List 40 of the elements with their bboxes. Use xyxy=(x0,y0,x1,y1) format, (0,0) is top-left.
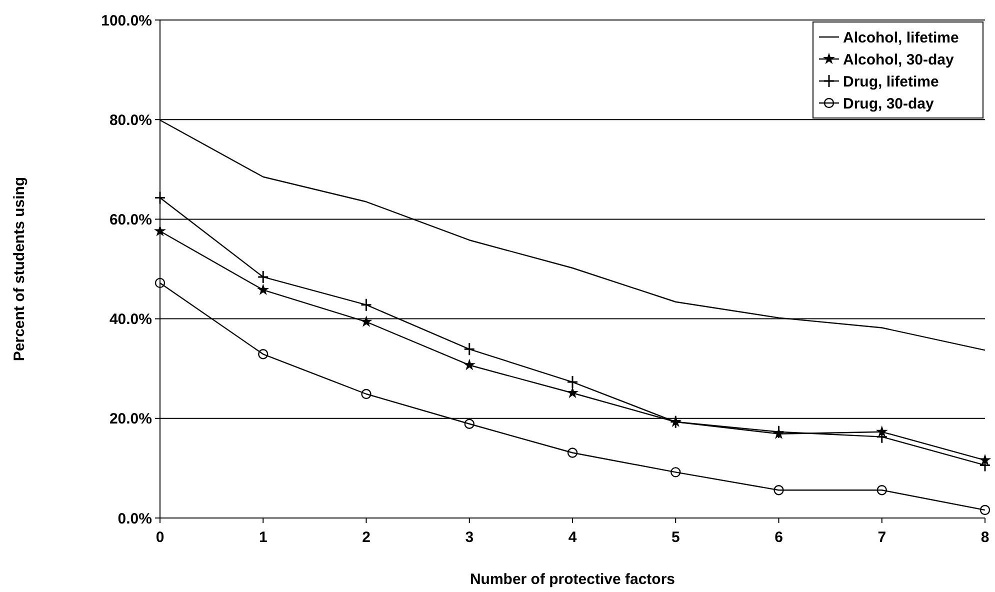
point xyxy=(361,388,372,400)
y-tick-label: 20.0% xyxy=(109,410,152,428)
point xyxy=(980,504,990,516)
y-tick-label: 40.0% xyxy=(109,311,152,328)
y-tick-label: 60.0% xyxy=(109,211,152,228)
y-tick-label: 0.0% xyxy=(118,510,152,528)
x-tick-label: 5 xyxy=(671,529,680,546)
y-tick-label: 100.0% xyxy=(101,12,152,30)
point xyxy=(567,448,578,458)
point xyxy=(464,418,474,429)
point xyxy=(463,358,476,370)
x-tick-label: 1 xyxy=(258,529,268,546)
point xyxy=(773,425,784,439)
point xyxy=(257,270,269,284)
point xyxy=(566,386,579,398)
legend-label: Alcohol, lifetime xyxy=(843,29,959,46)
legend-label: Drug, lifetime xyxy=(843,73,939,90)
x-tick-label: 4 xyxy=(568,529,578,546)
point xyxy=(360,298,372,312)
x-axis-title: Number of protective factors xyxy=(470,571,676,588)
x-tick-label: 6 xyxy=(774,529,783,546)
point xyxy=(876,485,887,496)
point xyxy=(154,278,166,288)
legend-label: Drug, 30-day xyxy=(843,95,935,112)
legend-label: Alcohol, 30-day xyxy=(843,51,955,68)
x-tick-label: 0 xyxy=(156,529,164,546)
point xyxy=(566,375,578,389)
point xyxy=(154,191,166,205)
point xyxy=(774,485,784,496)
x-tick-label: 3 xyxy=(465,529,474,546)
point xyxy=(360,315,372,327)
point xyxy=(464,342,476,356)
x-tick-label: 7 xyxy=(878,529,886,546)
y-axis-title: Percent of students using xyxy=(11,176,28,362)
point xyxy=(257,284,270,296)
point xyxy=(258,349,268,360)
point xyxy=(670,467,681,478)
x-tick-label: 2 xyxy=(362,529,370,546)
x-tick-label: 8 xyxy=(980,529,990,546)
y-tick-label: 80.0% xyxy=(109,112,152,129)
